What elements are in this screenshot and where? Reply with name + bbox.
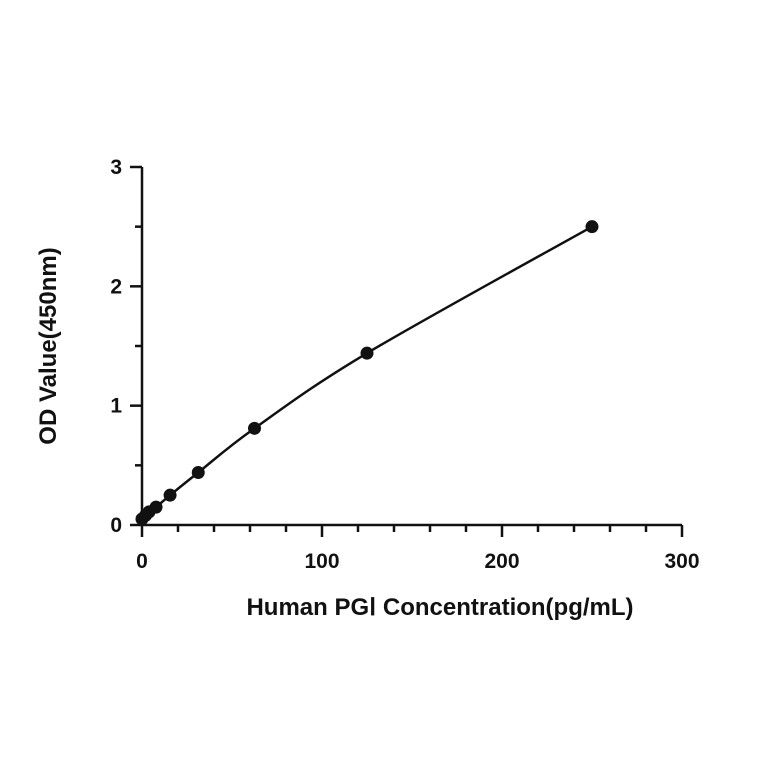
- y-axis-title: OD Value(450nm): [35, 247, 62, 444]
- fit-curve-line: [141, 225, 593, 520]
- axes: [140, 167, 682, 527]
- y-axis-ticks: 0 1 2 3: [110, 156, 142, 537]
- y-tick-label: 0: [110, 514, 122, 537]
- data-points: [135, 220, 599, 526]
- x-axis-ticks: 0 100 200 300: [136, 525, 700, 573]
- x-tick-label: 200: [484, 550, 519, 573]
- x-axis-title: Human PGⅠ Concentration(pg/mL): [246, 594, 633, 621]
- data-point: [149, 500, 163, 514]
- x-tick-label: 0: [136, 550, 148, 573]
- y-tick-label: 2: [110, 275, 122, 298]
- data-point: [163, 488, 177, 502]
- x-tick-label: 100: [304, 550, 339, 573]
- data-point: [360, 346, 374, 360]
- y-tick-label: 3: [110, 156, 122, 179]
- y-tick-label: 1: [110, 395, 122, 418]
- data-point: [248, 421, 261, 435]
- data-point: [585, 220, 599, 234]
- data-point: [191, 465, 205, 479]
- x-tick-label: 300: [664, 550, 699, 573]
